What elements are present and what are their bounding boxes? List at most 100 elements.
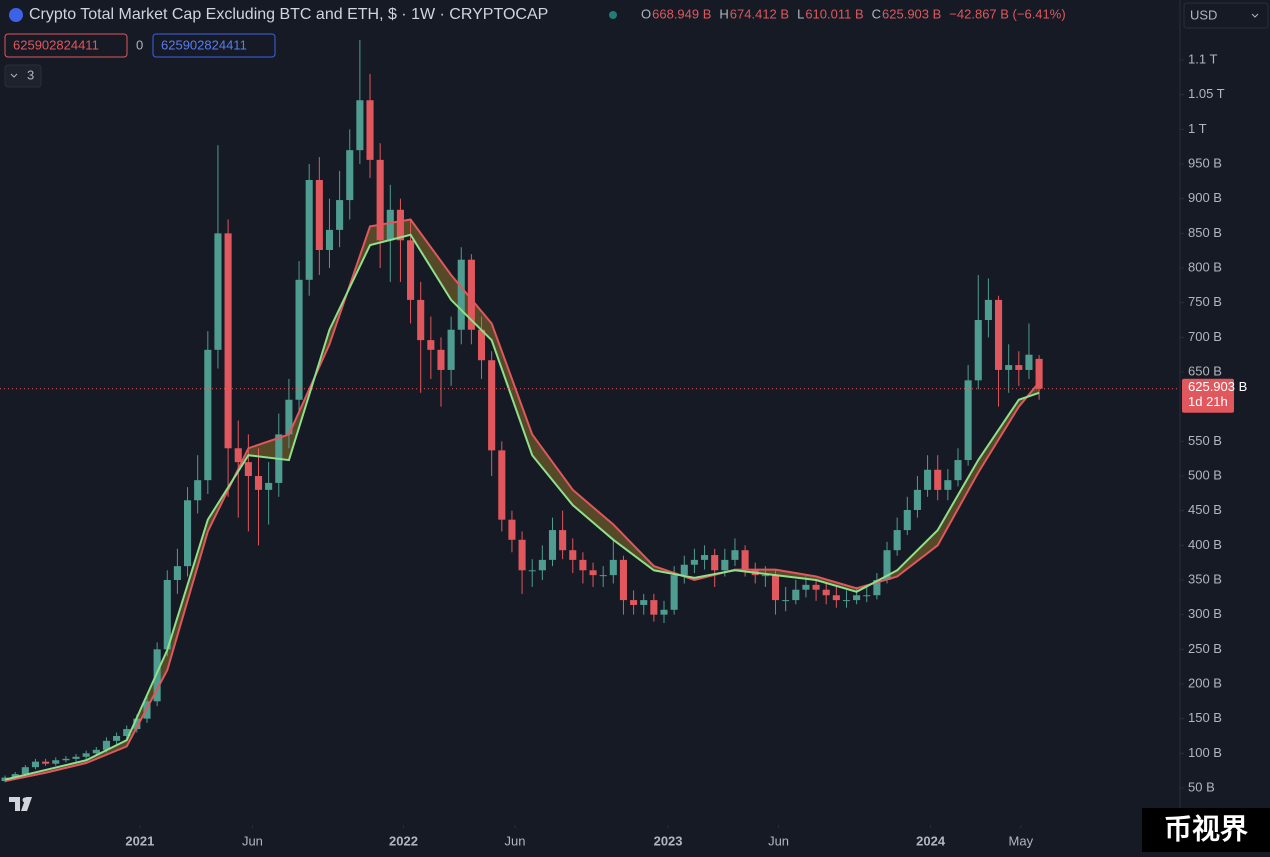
currency-select[interactable] bbox=[1183, 2, 1269, 29]
candle-body bbox=[873, 579, 881, 596]
candle-body bbox=[1015, 365, 1023, 370]
ohlc-value: 668.949 B bbox=[652, 6, 711, 21]
candle-body bbox=[21, 767, 29, 775]
candle-body bbox=[498, 450, 506, 520]
candle-body bbox=[508, 519, 516, 540]
symbol-icon bbox=[9, 8, 23, 22]
candle-body bbox=[254, 476, 263, 490]
candle-body bbox=[822, 589, 830, 596]
candle-body bbox=[680, 564, 688, 576]
candle-body bbox=[305, 179, 313, 280]
candle-body bbox=[883, 550, 891, 580]
candle-body bbox=[457, 259, 465, 330]
watermark-box bbox=[1142, 808, 1270, 852]
chevron bbox=[1251, 13, 1259, 18]
candle-body bbox=[1035, 358, 1043, 389]
x-tick-label: 2022 bbox=[389, 833, 418, 848]
ohlc-key: L bbox=[797, 6, 804, 21]
candle-body bbox=[924, 469, 932, 490]
ohlc-value: 674.412 B bbox=[730, 6, 789, 21]
x-tick-label: Jun bbox=[768, 833, 789, 848]
candle-body bbox=[224, 233, 232, 449]
candle-body bbox=[599, 575, 607, 577]
candle-body bbox=[893, 530, 901, 551]
currency: USD bbox=[1190, 7, 1217, 22]
x-tick-label: 2021 bbox=[125, 833, 154, 848]
candle-body bbox=[701, 555, 709, 560]
status-dot bbox=[609, 11, 617, 19]
countdown: 1d 21h bbox=[1188, 394, 1228, 409]
tv-logo bbox=[9, 797, 32, 811]
candle-body bbox=[792, 589, 800, 601]
candle-body bbox=[396, 209, 404, 241]
y-tick-label: 1.1 T bbox=[1188, 51, 1217, 66]
y-tick-label: 50 B bbox=[1188, 779, 1215, 794]
candle-body bbox=[974, 320, 982, 381]
candle-body bbox=[721, 559, 729, 571]
candle-body bbox=[488, 360, 496, 451]
candle-body bbox=[853, 595, 861, 601]
candle-body bbox=[802, 584, 810, 590]
y-tick-label: 800 B bbox=[1188, 259, 1222, 274]
y-tick-label: 1.05 T bbox=[1188, 86, 1225, 101]
candle-body bbox=[559, 530, 567, 551]
candle-body bbox=[72, 756, 80, 759]
y-tick-label: 850 B bbox=[1188, 225, 1222, 240]
candle-body bbox=[569, 550, 577, 560]
candle-body bbox=[356, 100, 364, 151]
candle-body bbox=[589, 570, 597, 576]
candle-body bbox=[538, 559, 546, 571]
price-label: 625.903 B bbox=[1188, 379, 1247, 394]
candle-body bbox=[82, 753, 90, 757]
candle-body bbox=[315, 179, 323, 250]
collapse-button[interactable] bbox=[4, 64, 42, 88]
candle-body bbox=[690, 559, 698, 565]
candle-body bbox=[842, 600, 851, 602]
candle-body bbox=[153, 649, 161, 702]
y-tick-label: 650 B bbox=[1188, 363, 1222, 378]
x-tick-label: 2024 bbox=[916, 833, 946, 848]
candle-body bbox=[1025, 354, 1033, 370]
candle-body bbox=[31, 761, 40, 768]
candle-body bbox=[660, 609, 668, 615]
candle-body bbox=[234, 448, 242, 463]
candle-body bbox=[295, 279, 303, 400]
candle-body bbox=[903, 509, 911, 531]
candle-body bbox=[964, 380, 972, 461]
candle-body bbox=[944, 480, 952, 490]
y-tick-label: 950 B bbox=[1188, 155, 1222, 170]
y-tick-label: 750 B bbox=[1188, 294, 1222, 309]
y-tick-label: 400 B bbox=[1188, 537, 1222, 552]
y-tick-label: 250 B bbox=[1188, 641, 1222, 656]
y-tick-label: 450 B bbox=[1188, 502, 1222, 517]
ohlc-change: −42.867 B (−6.41%) bbox=[949, 6, 1065, 21]
indicator-value: 625902824411 bbox=[13, 37, 99, 52]
candle-body bbox=[417, 299, 425, 341]
candle-body bbox=[163, 579, 171, 650]
candle-body bbox=[376, 159, 384, 241]
candle-body bbox=[467, 259, 475, 330]
candle-body bbox=[670, 575, 678, 610]
y-tick-label: 500 B bbox=[1188, 467, 1222, 482]
candle-body bbox=[771, 575, 780, 601]
candle-body bbox=[934, 469, 942, 490]
x-tick-label: Jun bbox=[504, 833, 525, 848]
chevron bbox=[10, 73, 18, 78]
candle-body bbox=[285, 399, 293, 435]
ma-line bbox=[4, 218, 1040, 783]
candle-body bbox=[427, 340, 435, 350]
candle-body bbox=[214, 233, 222, 350]
candle-body bbox=[477, 329, 486, 361]
candle-body bbox=[984, 299, 992, 321]
candle-body bbox=[812, 584, 820, 590]
candle-body bbox=[518, 539, 526, 571]
candle-body bbox=[640, 600, 648, 605]
candle-body bbox=[782, 600, 790, 602]
candle-body bbox=[447, 329, 455, 370]
candle-body bbox=[173, 566, 181, 580]
y-tick-label: 300 B bbox=[1188, 606, 1222, 621]
candle-body bbox=[761, 575, 769, 577]
